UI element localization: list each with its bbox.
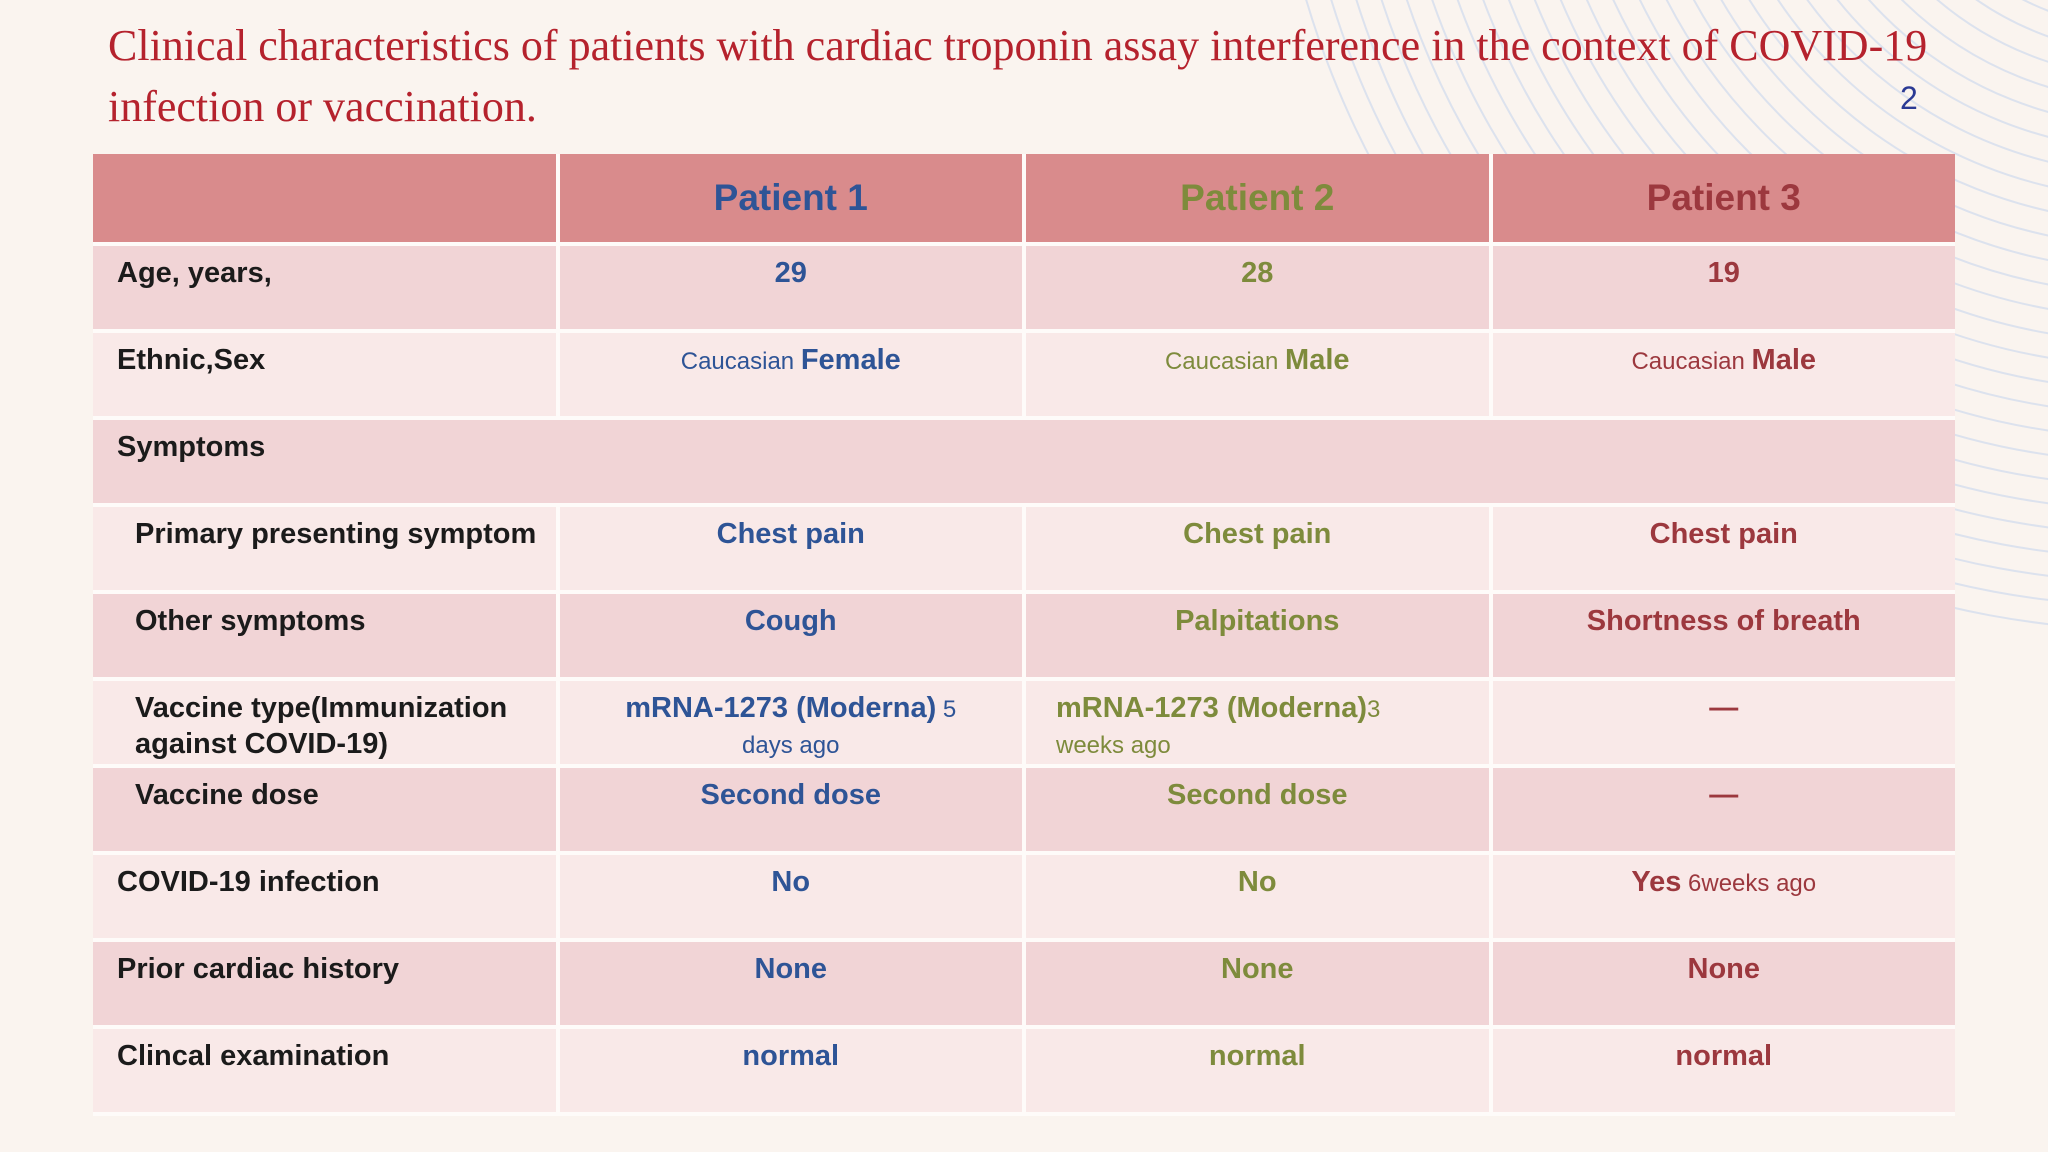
row-label: Vaccine dose <box>93 768 556 851</box>
cell-text: None <box>1221 953 1294 985</box>
patient-characteristics-table: Patient 1 Patient 2 Patient 3 Age, years, 29… <box>93 154 1955 1116</box>
cell-text: Male <box>1285 344 1350 376</box>
value-cell-patient-1: Caucasian Female <box>559 333 1022 416</box>
row-label: Other symptoms <box>93 594 556 677</box>
table-header-row: Patient 1 Patient 2 Patient 3 <box>93 154 1955 242</box>
table-row: Vaccine dose Second dose Second dose — <box>93 768 1955 851</box>
cell-text: mRNA-1273 (Moderna) <box>625 692 937 724</box>
value-cell-patient-1: Second dose <box>559 768 1022 851</box>
row-label: Ethnic,Sex <box>93 333 556 416</box>
header-patient-1: Patient 1 <box>559 154 1022 242</box>
value-cell-patient-1: normal <box>559 1029 1022 1112</box>
cell-text: No <box>1237 866 1277 898</box>
cell-text: Female <box>800 344 901 376</box>
table-row: Other symptoms Cough Palpitations Shortness… <box>93 594 1955 677</box>
cell-text: normal <box>742 1040 840 1072</box>
value-cell-patient-3: None <box>1492 942 1955 1025</box>
table-row: Prior cardiac history None None None <box>93 942 1955 1025</box>
value-cell-patient-3: normal <box>1492 1029 1955 1112</box>
cell-text: Yes <box>1631 866 1682 898</box>
value-cell-patient-1: None <box>559 942 1022 1025</box>
value-cell-patient-2: 28 <box>1026 246 1489 329</box>
row-label: Vaccine type(Immunization against COVID-… <box>93 681 556 764</box>
slide-title: Clinical characteristics of patients wit… <box>108 21 1928 131</box>
header-patient-3: Patient 3 <box>1492 154 1955 242</box>
cell-text: Chest pain <box>1183 518 1332 550</box>
cell-text: Shortness of breath <box>1586 605 1861 637</box>
table-row: Age, years, 29 28 19 <box>93 246 1955 329</box>
row-label: Prior cardiac history <box>93 942 556 1025</box>
cell-text: None <box>754 953 828 985</box>
table-row: Vaccine type(Immunization against COVID-… <box>93 681 1955 764</box>
cell-text: None <box>1687 953 1761 985</box>
cell-text: normal <box>1675 1040 1773 1072</box>
cell-text: 29 <box>774 257 807 289</box>
cell-text: 28 <box>1241 257 1274 289</box>
table-row: COVID-19 infection No No Yes 6weeks ago <box>93 855 1955 938</box>
cell-text: 19 <box>1707 257 1740 289</box>
cell-text: Caucasian <box>1631 348 1752 375</box>
table-row: Clincal examination normal normal normal <box>93 1029 1955 1112</box>
value-cell-patient-3: Caucasian Male <box>1492 333 1955 416</box>
cell-text: 3 weeks ago <box>1056 696 1381 760</box>
header-patient-2: Patient 2 <box>1026 154 1489 242</box>
value-cell-patient-3: — <box>1492 768 1955 851</box>
value-cell-patient-2: No <box>1026 855 1489 938</box>
page-number: 2 <box>1900 80 1918 116</box>
cell-text: Second dose <box>1167 779 1348 811</box>
value-cell-patient-2: mRNA-1273 (Moderna)3 weeks ago <box>1026 681 1489 764</box>
cell-text: 5 days ago <box>742 696 957 760</box>
value-cell-patient-3: Shortness of breath <box>1492 594 1955 677</box>
value-cell-patient-3: Chest pain <box>1492 507 1955 590</box>
value-cell-patient-2: Palpitations <box>1026 594 1489 677</box>
table-row: Primary presenting symptom Chest pain Ches… <box>93 507 1955 590</box>
cell-text: Chest pain <box>1649 518 1798 550</box>
cell-text: Caucasian <box>1164 348 1286 375</box>
value-cell-patient-1: No <box>559 855 1022 938</box>
value-cell-patient-1: Chest pain <box>559 507 1022 590</box>
row-label: Age, years, <box>93 246 556 329</box>
cell-text: — <box>1709 692 1739 724</box>
row-label: COVID-19 infection <box>93 855 556 938</box>
table-row: Ethnic,Sex Caucasian Female Caucasian Male… <box>93 333 1955 416</box>
cell-text: 6weeks ago <box>1681 870 1817 897</box>
value-cell-patient-2: None <box>1026 942 1489 1025</box>
cell-text: mRNA-1273 (Moderna) <box>1056 692 1367 724</box>
value-cell-patient-1: Cough <box>559 594 1022 677</box>
value-cell-patient-2: normal <box>1026 1029 1489 1112</box>
value-cell-patient-2: Second dose <box>1026 768 1489 851</box>
cell-text: Caucasian <box>680 348 801 375</box>
row-label: Clincal examination <box>93 1029 556 1112</box>
header-empty-cell <box>93 154 556 242</box>
value-cell-patient-1: mRNA-1273 (Moderna) 5 days ago <box>559 681 1022 764</box>
value-cell-patient-3: Yes 6weeks ago <box>1492 855 1955 938</box>
value-cell-patient-3: 19 <box>1492 246 1955 329</box>
row-label: Primary presenting symptom <box>93 507 556 590</box>
table-row: Symptoms <box>93 420 1955 503</box>
value-cell-patient-3: — <box>1492 681 1955 764</box>
row-label: Symptoms <box>93 420 1955 503</box>
value-cell-patient-2: Chest pain <box>1026 507 1489 590</box>
cell-text: Chest pain <box>716 518 865 550</box>
cell-text: normal <box>1208 1040 1306 1072</box>
cell-text: — <box>1709 779 1739 811</box>
cell-text: No <box>771 866 811 898</box>
cell-text: Second dose <box>700 779 882 811</box>
value-cell-patient-2: Caucasian Male <box>1026 333 1489 416</box>
value-cell-patient-1: 29 <box>559 246 1022 329</box>
cell-text: Palpitations <box>1175 605 1340 637</box>
cell-text: Cough <box>744 605 837 637</box>
cell-text: Male <box>1751 344 1817 376</box>
